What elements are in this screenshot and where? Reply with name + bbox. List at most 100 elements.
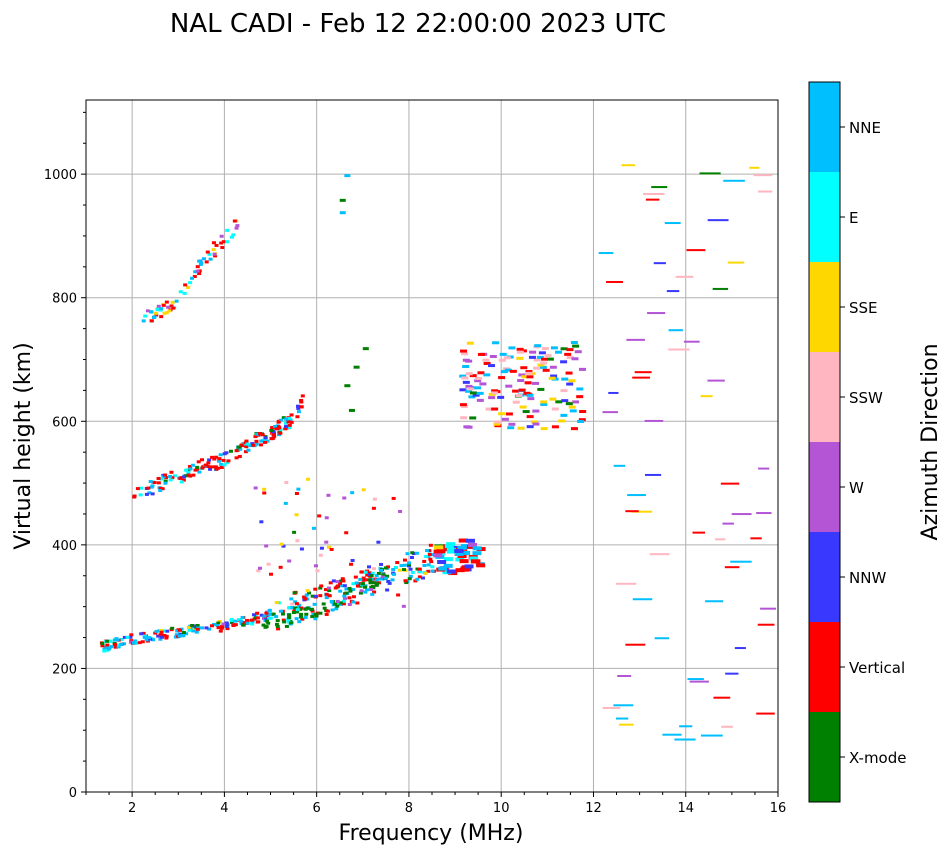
echo-point (490, 391, 498, 395)
echo-point (498, 358, 506, 362)
echo-point (135, 487, 140, 491)
echo-point (598, 252, 614, 255)
echo-point (370, 592, 375, 596)
echo-point (234, 226, 239, 230)
echo-point (459, 388, 467, 392)
echo-point (164, 636, 169, 640)
colorbar-segment (809, 532, 840, 622)
echo-point (368, 578, 373, 582)
echo-point (566, 382, 574, 386)
echo-point (362, 347, 369, 351)
echo-point (465, 384, 473, 388)
echo-point (198, 262, 203, 266)
echo-point (231, 233, 236, 237)
echo-point (168, 478, 173, 482)
echo-point (186, 473, 191, 477)
echo-point (731, 513, 752, 516)
echo-point (311, 612, 316, 616)
echo-point (195, 465, 200, 469)
echo-point (163, 473, 168, 477)
echo-point (668, 348, 690, 351)
echo-point (318, 586, 323, 590)
echo-point (244, 439, 249, 443)
echo-point (218, 629, 223, 633)
echo-point (521, 375, 529, 379)
echo-point (164, 311, 169, 315)
echo-point (151, 638, 156, 642)
echo-point (207, 252, 212, 256)
echo-point (561, 399, 569, 403)
chart-title: NAL CADI - Feb 12 22:00:00 2023 UTC (170, 9, 666, 39)
echo-point (340, 577, 345, 581)
echo-point (523, 391, 531, 395)
echo-point (469, 374, 477, 378)
x-axis-label: Frequency (MHz) (339, 821, 524, 846)
echo-point (245, 619, 250, 623)
echo-point (666, 290, 680, 293)
echo-point (211, 241, 216, 245)
echo-point (201, 257, 206, 261)
echo-point (461, 550, 471, 555)
echo-point (425, 549, 430, 553)
echo-point (509, 369, 517, 373)
echo-point (224, 624, 229, 628)
echo-point (299, 547, 304, 551)
echo-point (324, 592, 329, 596)
echo-point (239, 619, 244, 623)
echo-point (158, 633, 163, 637)
echo-point (278, 565, 283, 569)
echo-point (181, 630, 186, 634)
echo-point (235, 224, 240, 228)
echo-point (408, 567, 413, 571)
echo-point (351, 600, 356, 604)
echo-point (410, 551, 415, 555)
colorbar-label: Azimuth Direction (918, 343, 943, 540)
echo-point (391, 496, 396, 500)
echo-point (122, 635, 127, 639)
echo-point (527, 397, 535, 401)
echo-point (476, 398, 484, 402)
echo-point (212, 465, 217, 469)
echo-point (275, 624, 280, 628)
echo-point (437, 560, 447, 565)
echo-point (241, 623, 246, 627)
echo-point (219, 626, 224, 630)
echo-point (190, 463, 195, 467)
echo-point (182, 291, 187, 295)
y-tick-label: 200 (52, 662, 77, 677)
echo-point (222, 463, 227, 467)
echo-point (171, 306, 176, 310)
echo-point (302, 595, 307, 599)
echo-point (287, 615, 292, 619)
echo-point (540, 402, 548, 406)
echo-point (651, 186, 668, 189)
echo-point (290, 606, 295, 610)
echo-point (477, 371, 485, 375)
echo-point (327, 589, 332, 593)
echo-point (374, 574, 379, 578)
echo-point (472, 546, 482, 551)
echo-point (533, 366, 541, 370)
echo-point (179, 480, 184, 484)
echo-point (141, 631, 146, 635)
echo-point (344, 591, 349, 595)
echo-point (297, 620, 302, 624)
echo-point (446, 569, 456, 574)
echo-point (150, 492, 155, 496)
echo-point (436, 549, 446, 554)
echo-point (734, 647, 746, 650)
echo-point (472, 551, 482, 556)
echo-point (390, 578, 395, 582)
echo-point (159, 628, 164, 632)
echo-point (105, 643, 110, 647)
echo-point (286, 420, 291, 424)
echo-point (566, 355, 574, 359)
echo-point (549, 397, 557, 401)
echo-point (351, 587, 356, 591)
echo-point (259, 613, 264, 617)
echo-point (458, 538, 468, 543)
colorbar-tick-label: SSE (849, 299, 878, 317)
echo-point (602, 706, 621, 709)
echo-point (508, 422, 516, 426)
echo-point (430, 565, 435, 569)
